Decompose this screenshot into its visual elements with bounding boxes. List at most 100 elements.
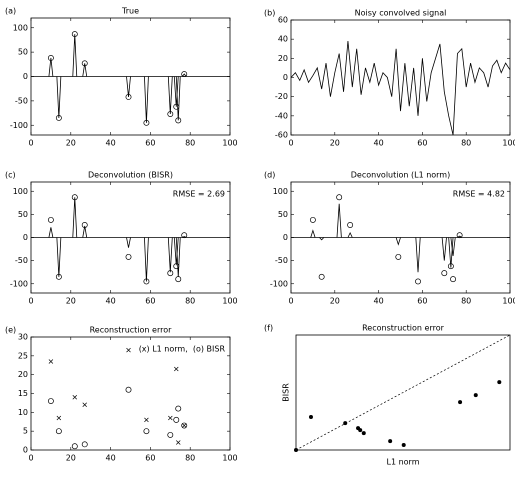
spike bbox=[82, 225, 88, 238]
x-tick-label: 0 bbox=[28, 297, 33, 306]
circle-marker bbox=[336, 194, 343, 201]
circle-marker bbox=[81, 222, 88, 228]
circle-marker bbox=[143, 278, 150, 285]
spike bbox=[173, 76, 179, 107]
y-tick-label: 0 bbox=[23, 72, 28, 81]
x-tick-label: 40 bbox=[374, 297, 384, 306]
y-tick-label: -100 bbox=[270, 279, 288, 288]
diagonal bbox=[295, 334, 511, 451]
y-tick-label: -60 bbox=[275, 131, 288, 140]
circle-marker bbox=[125, 386, 132, 393]
circle-marker bbox=[450, 276, 457, 283]
panel-title: Noisy convolved signal bbox=[355, 9, 447, 18]
y-tick-label: 30 bbox=[18, 333, 28, 342]
circle-marker bbox=[47, 216, 54, 223]
panel-label: (a) bbox=[5, 7, 16, 16]
spike bbox=[175, 237, 181, 277]
dot-marker bbox=[458, 400, 463, 405]
circle-marker bbox=[55, 114, 62, 121]
x-tick-label: 100 bbox=[502, 139, 515, 148]
panel-title: Reconstruction error bbox=[362, 324, 444, 333]
panel: (f) Reconstruction error L1 norm BISR bbox=[264, 324, 511, 467]
circle-marker bbox=[55, 273, 62, 280]
circle-marker bbox=[143, 428, 150, 435]
panel: (e) Reconstruction error 0 20 40 60 80 100 0 5 10 1… bbox=[5, 326, 238, 463]
x-tick-label: 40 bbox=[106, 454, 116, 463]
circle-marker bbox=[47, 55, 54, 61]
x-tick-label: 40 bbox=[106, 297, 116, 306]
spike bbox=[56, 237, 62, 277]
dot-marker bbox=[358, 428, 363, 433]
y-tick-label: 60 bbox=[278, 16, 288, 25]
spike bbox=[167, 237, 173, 273]
circle-marker bbox=[125, 94, 132, 100]
dot-marker bbox=[497, 380, 502, 385]
x-tick-label: 100 bbox=[502, 297, 515, 306]
panel-label: (c) bbox=[5, 171, 16, 180]
circle-marker bbox=[181, 71, 188, 78]
x-marker bbox=[174, 366, 179, 372]
y-tick-label: 15 bbox=[18, 389, 28, 398]
spike bbox=[441, 237, 447, 261]
panel-label: (d) bbox=[264, 171, 275, 180]
y-tick-label: 100 bbox=[273, 187, 288, 196]
y-tick-label: -40 bbox=[275, 111, 288, 120]
y-tick-label: 10 bbox=[18, 408, 28, 417]
x-tick-label: 80 bbox=[461, 297, 471, 306]
panel: (b) Noisy convolved signal 0 20 40 60 80 100 -60… bbox=[264, 9, 515, 148]
panel: (a) True 0 20 40 60 80 100 -100 -50 0 50 100 bbox=[5, 7, 238, 148]
spike bbox=[319, 237, 325, 241]
spike bbox=[450, 237, 456, 257]
x-tick-label: 20 bbox=[330, 297, 340, 306]
dot-marker bbox=[343, 421, 348, 426]
x-tick-label: 100 bbox=[222, 454, 237, 463]
x-tick-label: 20 bbox=[66, 454, 76, 463]
spike bbox=[48, 227, 54, 238]
circle-marker bbox=[125, 253, 132, 260]
y-tick-label: 0 bbox=[23, 446, 28, 455]
panel-label: (b) bbox=[264, 9, 275, 18]
x-tick-label: 80 bbox=[461, 139, 471, 148]
panel-title: Deconvolution (L1 norm) bbox=[351, 171, 450, 180]
x-tick-label: 80 bbox=[185, 139, 195, 148]
spike bbox=[72, 197, 78, 238]
x-marker bbox=[56, 415, 62, 421]
circle-marker bbox=[347, 222, 354, 228]
circle-marker bbox=[55, 428, 62, 435]
x-tick-label: 20 bbox=[66, 297, 76, 306]
spike bbox=[336, 203, 342, 238]
circle-marker bbox=[415, 278, 421, 285]
panel: (c) Deconvolution (BISR) 0 20 40 60 80 100 -100 -… bbox=[5, 171, 238, 306]
spike bbox=[72, 34, 78, 77]
circle-marker bbox=[71, 443, 78, 450]
panel-label: (f) bbox=[264, 324, 273, 333]
annotation: (x) L1 norm, (o) BISR bbox=[139, 345, 226, 354]
y-tick-label: 50 bbox=[18, 48, 28, 57]
x-tick-label: 20 bbox=[330, 139, 340, 148]
y-tick-label: 40 bbox=[278, 35, 288, 44]
x-marker bbox=[48, 359, 54, 364]
x-tick-label: 60 bbox=[417, 139, 427, 148]
x-tick-label: 0 bbox=[28, 139, 33, 148]
x-marker bbox=[176, 440, 181, 445]
y-tick-label: 100 bbox=[13, 23, 28, 32]
circle-marker bbox=[447, 263, 454, 270]
y-tick-label: 5 bbox=[23, 427, 28, 436]
x-marker bbox=[72, 395, 78, 400]
signal-line bbox=[290, 41, 511, 136]
x-tick-label: 0 bbox=[288, 139, 293, 148]
x-axis-label: L1 norm bbox=[387, 458, 420, 467]
dot-marker bbox=[401, 443, 406, 448]
circle-marker bbox=[441, 270, 448, 277]
x-tick-label: 20 bbox=[66, 139, 76, 148]
circle-marker bbox=[318, 273, 325, 280]
x-tick-label: 100 bbox=[222, 297, 237, 306]
circle-marker bbox=[175, 117, 182, 124]
y-tick-label: -50 bbox=[15, 256, 28, 265]
annotation: RMSE = 2.69 bbox=[173, 190, 225, 199]
circle-marker bbox=[173, 416, 180, 423]
dot-marker bbox=[308, 415, 313, 420]
y-tick-label: -100 bbox=[10, 121, 28, 130]
y-tick-label: 0 bbox=[283, 233, 288, 242]
y-tick-label: 0 bbox=[23, 233, 28, 242]
